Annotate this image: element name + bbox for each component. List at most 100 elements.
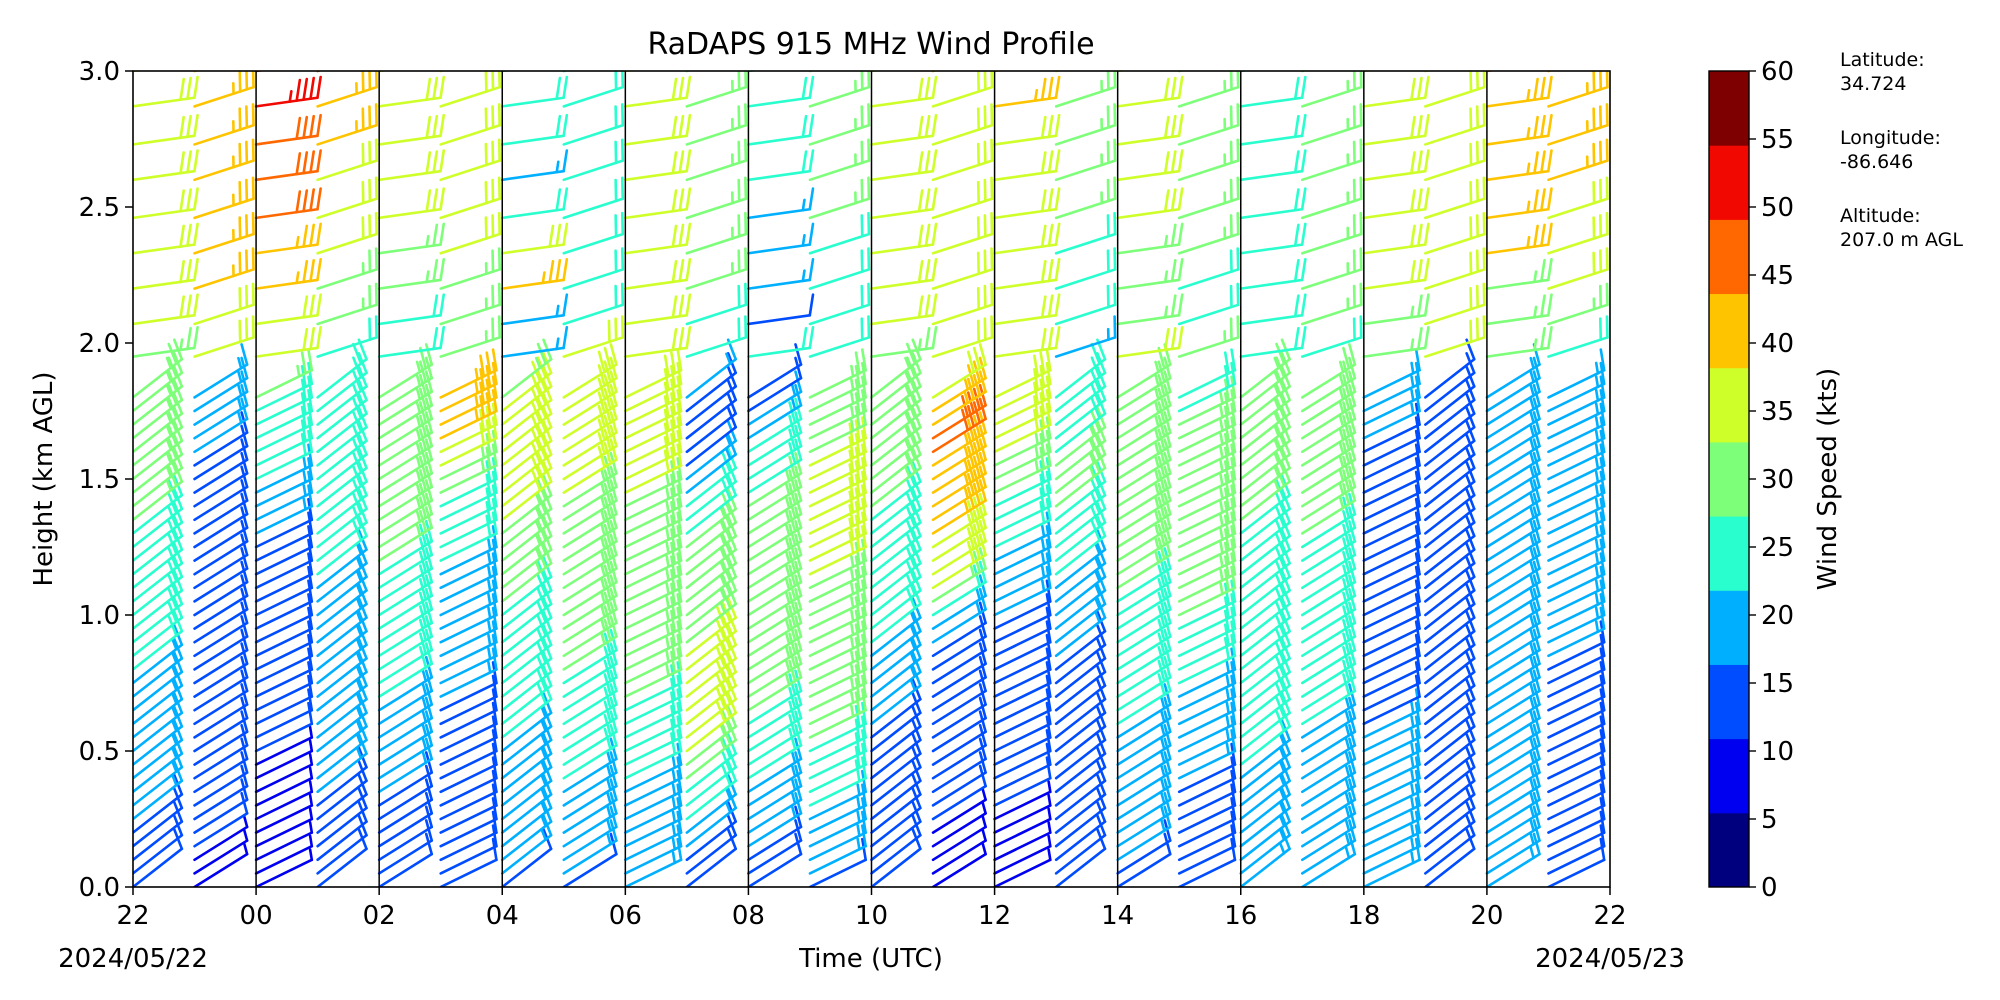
wind-barb (624, 443, 683, 494)
wind-barb (1239, 187, 1307, 220)
wind-barb (1362, 715, 1421, 766)
y-axis: 0.0 0.5 1.0 1.5 2.0 2.5 3.0 (79, 57, 133, 903)
altitude-value: 207.0 m AGL (1840, 229, 1963, 251)
wind-barb (1300, 282, 1363, 326)
wind-barb (624, 593, 683, 644)
wind-barb (562, 642, 618, 698)
wind-barb (439, 470, 498, 522)
wind-barb (993, 402, 1052, 454)
wind-barb (562, 805, 618, 862)
wind-barb (193, 479, 249, 535)
wind-barb (1239, 75, 1307, 108)
wind-barb (747, 383, 803, 440)
wind-barb (1362, 593, 1421, 644)
wind-barb (1177, 701, 1237, 753)
wind-barb (993, 807, 1052, 848)
wind-barb (1054, 828, 1107, 887)
wind-barb (377, 615, 434, 671)
wind-barb (1485, 397, 1541, 454)
wind-barb (254, 848, 314, 887)
wind-barb (1116, 832, 1172, 887)
wind-barb (193, 696, 249, 753)
wind-barb (808, 176, 871, 220)
wind-barb (808, 701, 867, 753)
wind-barb (1485, 506, 1541, 562)
wind-barb (377, 723, 434, 780)
wind-barb (133, 814, 184, 875)
wind-barb (931, 343, 987, 399)
wind-barb (1177, 633, 1237, 685)
colorbar-bin (1709, 441, 1749, 517)
wind-barb (993, 497, 1052, 549)
wind-barb (1177, 470, 1237, 522)
wind-barb (1547, 443, 1606, 494)
wind-barb (624, 797, 683, 848)
wind-barb (931, 383, 987, 440)
wind-barb (254, 429, 314, 481)
latitude-value: 34.724 (1840, 73, 1907, 95)
wind-barb (1300, 778, 1357, 834)
wind-barb (870, 222, 938, 255)
wind-barb (1362, 688, 1421, 739)
wind-barb (377, 326, 446, 358)
wind-barb (624, 769, 683, 821)
wind-barb (747, 683, 803, 739)
wind-barb (747, 222, 815, 255)
wind-barb (1177, 429, 1237, 481)
wind-barb (562, 424, 618, 481)
wind-barb (193, 103, 255, 146)
wind-barb (747, 615, 803, 671)
wind-barb (931, 788, 987, 834)
wind-barb (1362, 769, 1421, 821)
wind-barb (624, 538, 683, 590)
wind-barb (562, 574, 618, 630)
wind-barb (808, 837, 867, 887)
wind-barb (377, 397, 434, 454)
wind-barb (747, 791, 803, 848)
wind-barb (808, 103, 871, 146)
wind-barb (193, 628, 249, 685)
wind-barb (747, 519, 803, 576)
wind-barb (562, 411, 618, 467)
wind-barb (1300, 397, 1357, 454)
wind-barb (624, 701, 683, 753)
wind-barb (254, 525, 314, 576)
wind-barb (439, 361, 498, 413)
wind-barb (624, 525, 683, 576)
wind-barb (931, 723, 987, 780)
wind-barb (808, 729, 867, 780)
wind-barb (685, 138, 748, 182)
wind-barb (993, 389, 1052, 440)
wind-barb (931, 451, 987, 508)
wind-barb (439, 211, 501, 255)
wind-barb (808, 71, 871, 108)
wind-barb (624, 389, 683, 440)
wind-barb (562, 778, 618, 834)
wind-barb (1300, 587, 1357, 644)
wind-barb (931, 356, 987, 413)
wind-barb (931, 176, 994, 220)
wind-barb (1116, 465, 1172, 522)
wind-barb (500, 326, 569, 358)
colorbar-bin (1709, 219, 1749, 295)
wind-barb (133, 447, 184, 508)
wind-barb (747, 293, 815, 326)
wind-barb (254, 780, 314, 821)
wind-barb (1362, 416, 1421, 467)
wind-barb (1300, 751, 1357, 807)
wind-barb (1116, 506, 1172, 562)
wind-barb (870, 814, 922, 875)
wind-barb (931, 247, 994, 290)
wind-barb (254, 725, 314, 766)
wind-barb (1116, 519, 1172, 576)
wind-barb (870, 326, 938, 358)
wind-barb (931, 411, 987, 467)
wind-barb (1362, 579, 1421, 630)
x-tick-label: 12 (978, 901, 1011, 931)
wind-barb (439, 552, 498, 603)
wind-barb (1485, 696, 1541, 753)
wind-barb (1239, 71, 1251, 73)
wind-barb (1547, 71, 1609, 108)
wind-barb (1177, 593, 1237, 644)
wind-barb (993, 187, 1061, 220)
